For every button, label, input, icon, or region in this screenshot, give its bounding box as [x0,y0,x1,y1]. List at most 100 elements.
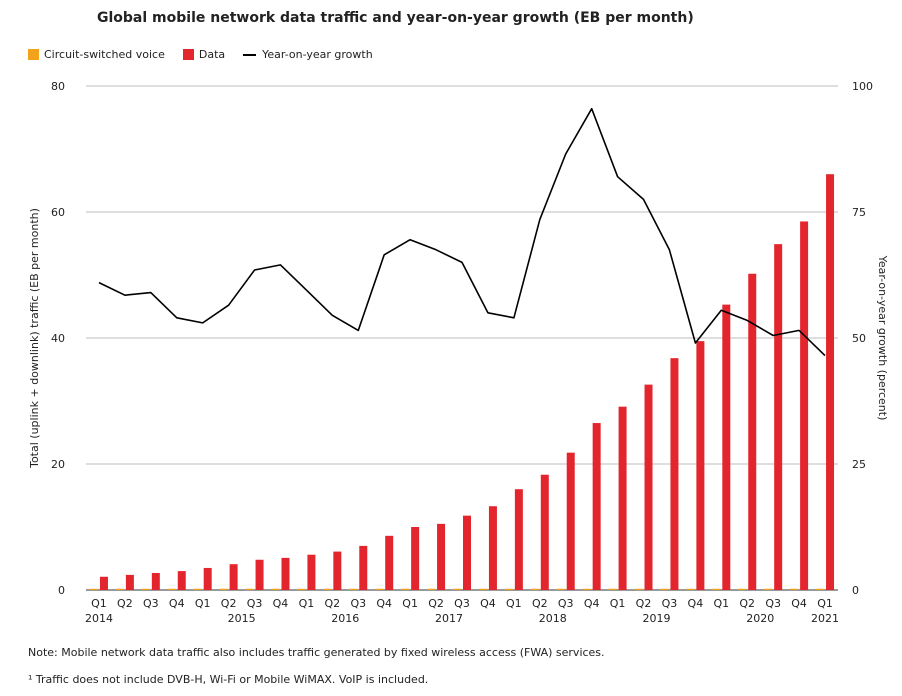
legend-item-data: Data [182,48,226,61]
voice-bar [115,588,124,590]
voice-bar [141,588,150,590]
voice-bar [478,588,487,590]
data-bar [800,221,809,590]
x-tick-label: Q4 [791,597,807,610]
voice-bar [660,588,669,590]
voice-bar [530,588,539,590]
x-year-label: 2017 [435,612,463,625]
data-bar [151,572,160,590]
voice-bar [375,588,384,590]
y2-tick-label: 100 [852,80,873,93]
x-tick-label: Q4 [688,597,704,610]
x-tick-label: Q3 [350,597,366,610]
data-bar [463,515,471,590]
data-bar [514,489,523,590]
voice-bar [582,588,591,590]
data-bar [540,474,549,590]
data-bar [488,506,497,590]
voice-bar [297,588,306,590]
x-tick-label: Q2 [325,597,341,610]
voice-bar [712,588,721,590]
x-tick-label: Q2 [532,597,548,610]
data-bar [125,574,134,590]
x-tick-label: Q3 [765,597,781,610]
data-bar [592,423,601,590]
voice-bar [323,588,332,590]
legend-item-voice: Circuit-switched voice [28,48,165,61]
data-bar [748,273,757,590]
legend: Circuit-switched voice Data Year-on-year… [28,48,391,61]
voice-bar [556,588,565,590]
voice-bar [816,588,825,590]
footnote-fwa: Note: Mobile network data traffic also i… [28,646,605,659]
voice-bar [349,588,358,590]
data-bar [437,523,446,590]
y-axis-label: Total (uplink + downlink) traffic (EB pe… [28,208,41,469]
x-tick-label: Q2 [221,597,237,610]
voice-bar [504,588,513,590]
data-bar [255,559,264,590]
data-bar [618,406,627,590]
x-tick-label: Q3 [454,597,470,610]
data-bar [566,452,575,590]
x-year-label: 2016 [331,612,359,625]
voice-bar [764,588,773,590]
x-tick-label: Q2 [117,597,133,610]
y-tick-label: 0 [58,584,65,597]
data-swatch-icon [182,49,194,60]
x-tick-label: Q1 [610,597,626,610]
voice-bar [608,588,617,590]
x-tick-label: Q4 [169,597,185,610]
voice-bar [89,588,98,590]
voice-bar [453,588,461,590]
x-tick-label: Q1 [817,597,833,610]
y-tick-label: 60 [51,206,65,219]
y2-axis-label: Year-on-year growth (percent) [876,255,889,421]
y-tick-label: 80 [51,80,65,93]
data-bar [177,571,186,590]
x-tick-label: Q4 [273,597,289,610]
y-tick-label: 40 [51,332,65,345]
voice-bar [193,588,202,590]
x-year-label: 2014 [85,612,113,625]
y-tick-label: 20 [51,458,65,471]
data-bar [670,358,679,590]
x-year-label: 2019 [642,612,670,625]
data-bar [203,567,212,590]
legend-label-growth: Year-on-year growth [262,48,373,61]
x-tick-label: Q3 [247,597,263,610]
x-tick-label: Q1 [402,597,418,610]
x-tick-label: Q2 [636,597,652,610]
y2-tick-label: 75 [852,206,866,219]
data-bar [99,576,108,590]
voice-bar [634,588,643,590]
x-tick-label: Q3 [143,597,159,610]
y2-tick-label: 50 [852,332,866,345]
x-tick-label: Q1 [299,597,315,610]
data-bar [281,557,290,590]
data-bar [826,174,835,590]
footnote-traffic: ¹ Traffic does not include DVB-H, Wi-Fi … [28,673,429,686]
data-bar [774,244,783,590]
data-bar [307,554,316,590]
data-bar [644,384,653,590]
legend-item-growth: Year-on-year growth [243,48,373,61]
x-tick-label: Q2 [739,597,755,610]
y2-tick-label: 0 [852,584,859,597]
x-year-label: 2015 [228,612,256,625]
data-bar [722,304,731,590]
x-year-label: 2018 [539,612,567,625]
growth-line [98,107,826,357]
data-bar [359,545,368,590]
x-tick-label: Q1 [195,597,211,610]
legend-label-data: Data [198,48,226,61]
x-tick-label: Q2 [428,597,444,610]
x-tick-label: Q3 [558,597,574,610]
x-tick-label: Q1 [713,597,729,610]
x-tick-label: Q4 [584,597,600,610]
voice-swatch-icon [28,49,39,60]
chart-title: Global mobile network data traffic and y… [97,10,694,26]
voice-bar [271,588,280,590]
data-bar [229,564,238,590]
x-tick-label: Q4 [376,597,392,610]
